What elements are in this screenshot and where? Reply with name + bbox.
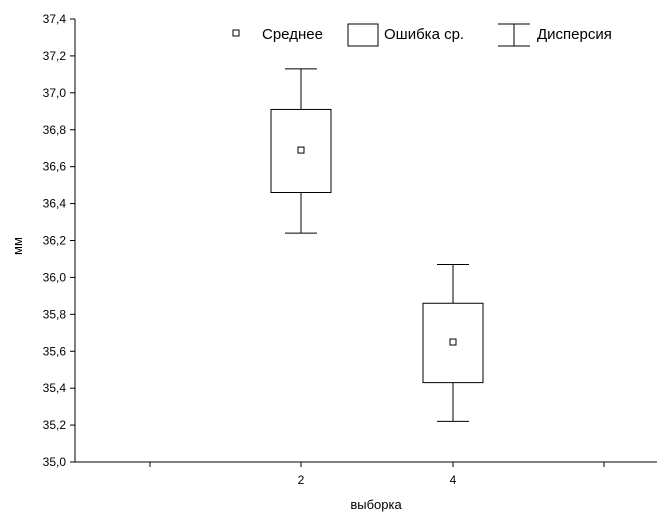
box-group [422,263,484,422]
y-tick-label: 36,8 [43,123,67,137]
legend-se-label: Ошибка ср. [384,26,464,43]
y-tick-label: 35,4 [43,381,67,395]
legend-mean-icon [232,29,240,37]
x-tick-label: 4 [450,473,457,487]
y-tick-label: 36,2 [43,234,67,248]
box-series [270,68,484,422]
legend-sd-label: Дисперсия [537,26,612,43]
legend-se-icon [347,23,379,47]
y-axis-label: мм [10,237,25,255]
y-tick-label: 37,0 [43,86,67,100]
legend: Среднее Ошибка ср. Дисперсия [232,23,612,47]
mean-marker [297,146,305,154]
x-axis-label: выборка [350,497,402,512]
y-tick-label: 35,8 [43,307,67,321]
y-tick-label: 36,6 [43,160,67,174]
se-box [270,108,332,194]
y-tick-label: 36,0 [43,270,67,284]
y-tick-label: 36,4 [43,197,67,211]
box-group [270,68,332,234]
y-tick-label: 37,4 [43,12,67,26]
y-tick-label: 35,0 [43,455,67,469]
x-tick-label: 2 [298,473,305,487]
legend-mean-label: Среднее [262,26,323,43]
y-axis-ticks: 35,0 35,2 35,4 35,6 35,8 36,0 36,2 36,4 36,6 36,8… [43,12,75,469]
legend-sd-icon [498,23,530,47]
y-tick-label: 37,2 [43,49,67,63]
y-tick-label: 35,2 [43,418,67,432]
se-box [422,302,484,384]
y-tick-label: 35,6 [43,344,67,358]
mean-marker [449,338,457,346]
